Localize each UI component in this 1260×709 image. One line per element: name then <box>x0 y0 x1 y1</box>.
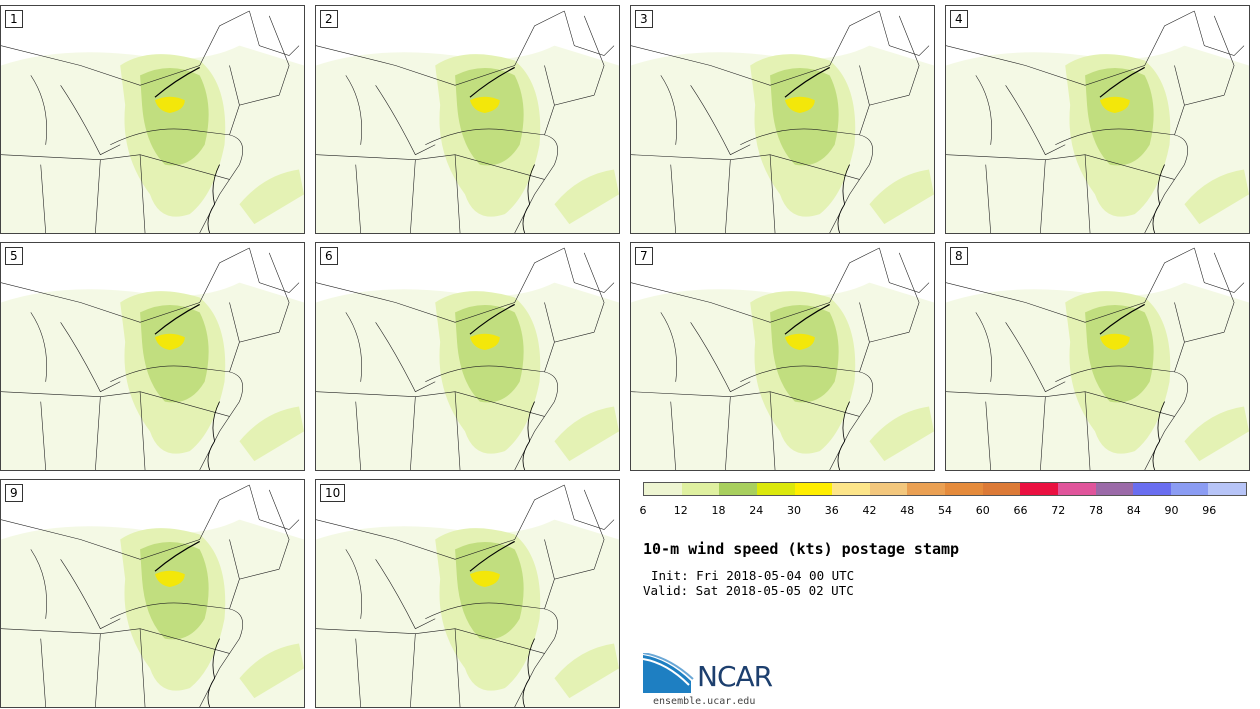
map-panel: 5 <box>0 242 305 471</box>
colorbar-tick-label: 42 <box>862 504 877 517</box>
colorbar-swatch <box>1208 483 1246 495</box>
colorbar-tick-label: 6 <box>639 504 647 517</box>
colorbar-tick-label: 24 <box>749 504 764 517</box>
colorbar-tick-label: 66 <box>1013 504 1028 517</box>
panel-label: 2 <box>320 10 338 28</box>
colorbar-swatch <box>832 483 870 495</box>
panel-label: 9 <box>5 484 23 502</box>
panel-label: 1 <box>5 10 23 28</box>
colorbar-swatch <box>869 483 908 495</box>
colorbar <box>643 482 1247 496</box>
colorbar-tick-label: 78 <box>1089 504 1103 517</box>
map-panel: 3 <box>630 5 935 234</box>
init-time: Init: Fri 2018-05-04 00 UTC <box>651 568 855 583</box>
colorbar-swatch <box>681 483 720 495</box>
colorbar-tick-label: 36 <box>824 504 839 517</box>
colorbar-swatch <box>1057 483 1096 495</box>
colorbar-tick-label: 72 <box>1051 504 1066 517</box>
panel-label: 4 <box>950 10 968 28</box>
colorbar-swatch <box>1095 483 1134 495</box>
panel-label: 3 <box>635 10 653 28</box>
colorbar-swatch <box>644 483 682 495</box>
map-panel: 2 <box>315 5 620 234</box>
map-panel: 4 <box>945 5 1250 234</box>
ncar-logo-text: NCAR <box>697 660 773 693</box>
site-url[interactable]: ensemble.ucar.edu <box>653 696 756 707</box>
colorbar-tick-label: 30 <box>787 504 801 517</box>
panel-label: 10 <box>320 484 346 502</box>
colorbar-tick-label: 48 <box>900 504 915 517</box>
colorbar-tick-label: 96 <box>1202 504 1217 517</box>
colorbar-tick-label: 60 <box>975 504 990 517</box>
colorbar-swatch <box>719 483 757 495</box>
colorbar-tick-label: 54 <box>938 504 952 517</box>
colorbar-swatch <box>794 483 833 495</box>
colorbar-tick-label: 90 <box>1164 504 1179 517</box>
chart-title: 10-m wind speed (kts) postage stamp <box>643 540 960 558</box>
map-panel: 9 <box>0 479 305 708</box>
panel-label: 8 <box>950 247 968 265</box>
colorbar-swatch <box>1020 483 1058 495</box>
map-panel: 8 <box>945 242 1250 471</box>
colorbar-swatch <box>756 483 795 495</box>
map-panel: 1 <box>0 5 305 234</box>
colorbar-tick-label: 18 <box>711 504 726 517</box>
colorbar-swatch <box>1170 483 1209 495</box>
colorbar-tick-label: 12 <box>673 504 688 517</box>
panel-label: 7 <box>635 247 653 265</box>
colorbar-swatch <box>945 483 983 495</box>
map-panel: 6 <box>315 242 620 471</box>
colorbar-swatch <box>907 483 945 495</box>
map-panel: 10 <box>315 479 620 708</box>
valid-time: Valid: Sat 2018-05-05 02 UTC <box>643 583 854 598</box>
colorbar-swatch <box>1133 483 1171 495</box>
ncar-logo-icon <box>643 653 694 693</box>
panel-label: 6 <box>320 247 338 265</box>
map-panel: 7 <box>630 242 935 471</box>
colorbar-swatch <box>982 483 1021 495</box>
panel-label: 5 <box>5 247 23 265</box>
colorbar-tick-label: 84 <box>1126 504 1141 517</box>
